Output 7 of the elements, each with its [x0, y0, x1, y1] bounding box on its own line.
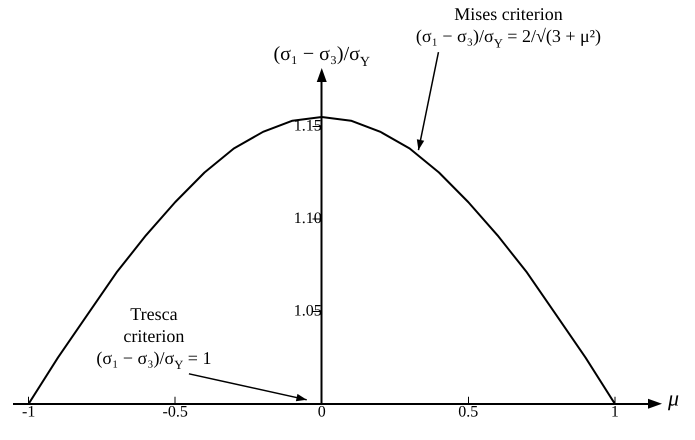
x-tick-label: -0.5 [162, 404, 188, 421]
x-tick-label: 0.5 [458, 404, 478, 421]
x-tick-label: -1 [22, 404, 36, 421]
y-tick-label: 1.05 [294, 302, 322, 320]
x-tick-label: 0 [318, 404, 326, 421]
x-tick-label: 1 [610, 404, 619, 421]
x-axis-title: μ [667, 386, 680, 411]
